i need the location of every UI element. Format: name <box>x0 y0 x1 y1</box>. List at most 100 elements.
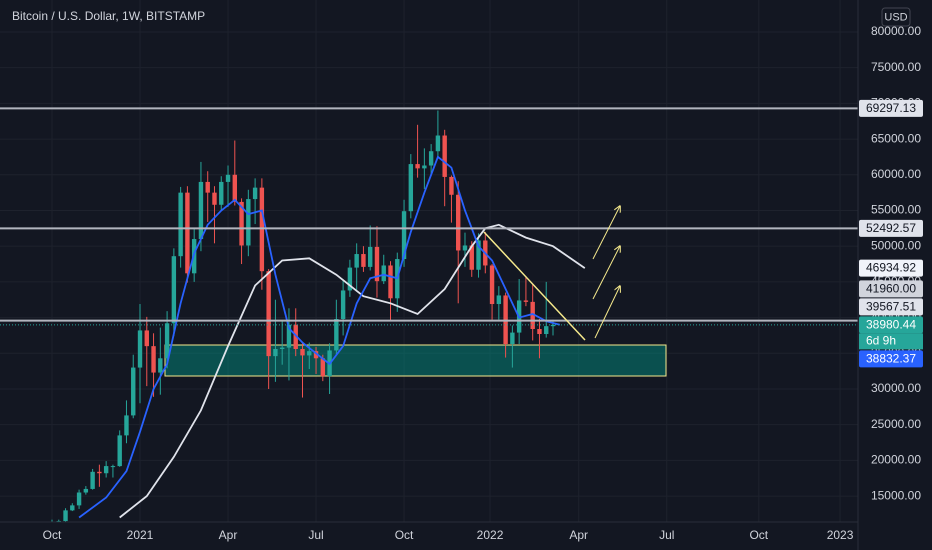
y-tick-label: 60000.00 <box>871 167 921 181</box>
price-label-bg <box>859 219 923 237</box>
price-label: 38980.44 <box>866 318 916 332</box>
y-tick-label: 20000.00 <box>871 453 921 467</box>
candle-body <box>435 135 441 152</box>
candle-body <box>266 271 271 357</box>
candle-body <box>537 329 542 335</box>
candle-body <box>273 348 278 357</box>
candle-body <box>476 240 481 270</box>
price-label: 69297.13 <box>866 101 916 115</box>
candle-body <box>124 415 129 436</box>
y-tick-label: 30000.00 <box>871 381 921 395</box>
candle-body <box>361 254 366 267</box>
price-label-bg <box>859 316 923 334</box>
candle-body <box>550 324 556 327</box>
x-tick-label: Jul <box>659 528 674 542</box>
candle-body <box>131 367 136 416</box>
candle-body <box>151 346 156 373</box>
candle-body <box>83 488 89 493</box>
candle-body <box>205 181 210 193</box>
arrow <box>592 206 620 260</box>
candle-body <box>70 505 75 511</box>
candle-body <box>374 246 380 282</box>
x-tick-label: Apr <box>569 528 588 542</box>
candle-body <box>76 492 82 506</box>
y-tick-label: 65000.00 <box>871 131 921 145</box>
candle-body <box>408 164 414 212</box>
moving-average <box>78 155 561 519</box>
countdown-bg <box>859 333 923 350</box>
trend-line <box>483 231 586 341</box>
candle-body <box>340 290 346 320</box>
time-axis <box>0 522 858 550</box>
candle-body <box>347 267 353 291</box>
candle-body <box>456 194 461 251</box>
candle-body <box>117 435 122 467</box>
x-tick-label: 2023 <box>827 528 854 542</box>
candle-body <box>246 199 251 246</box>
price-label-bg <box>859 259 923 277</box>
candle-body <box>90 471 95 489</box>
candle-body <box>320 358 326 377</box>
currency[interactable]: USD <box>884 11 907 23</box>
candle-body <box>178 192 183 257</box>
x-tick-label: Apr <box>219 528 238 542</box>
candle-body <box>442 135 447 177</box>
candle-body <box>428 151 434 166</box>
candle-body <box>422 165 427 169</box>
candle-body <box>300 348 305 356</box>
x-tick-label: Jul <box>308 528 323 542</box>
countdown: 6d 9h <box>866 334 896 348</box>
moving-average <box>119 223 586 519</box>
candle-body <box>110 466 116 468</box>
candle-body <box>252 187 258 200</box>
candle-body <box>158 358 163 373</box>
candle-body <box>259 187 265 272</box>
candle-body <box>381 265 386 282</box>
x-tick-label: 2022 <box>477 528 504 542</box>
chart-title: Bitcoin / U.S. Dollar, 1W, BITSTAMP <box>12 9 205 23</box>
arrow <box>592 246 620 300</box>
support-zone <box>164 344 667 377</box>
candle-body <box>401 211 407 260</box>
candle-body <box>462 245 468 251</box>
candle-body <box>219 181 224 205</box>
y-tick-label: 25000.00 <box>871 417 921 431</box>
candle-body <box>164 323 170 359</box>
currency-button[interactable] <box>881 7 911 27</box>
y-tick-label: 15000.00 <box>871 488 921 502</box>
candle-body <box>97 471 102 474</box>
x-tick-label: Oct <box>43 528 62 542</box>
arrow <box>594 286 620 339</box>
candle-body <box>212 192 217 205</box>
price-label-bg <box>859 298 923 316</box>
x-tick-label: 2021 <box>127 528 154 542</box>
price-label: 38832.37 <box>866 352 916 366</box>
candle-body <box>279 347 285 349</box>
candle-body <box>293 324 298 349</box>
candle-body <box>144 330 149 347</box>
y-tick-label: 75000.00 <box>871 60 921 74</box>
candle-body <box>510 332 515 345</box>
candle-body <box>63 510 68 522</box>
candle-body <box>103 466 109 474</box>
price-label: 41960.00 <box>866 282 916 296</box>
candle-body <box>307 351 312 356</box>
candle-body <box>232 174 237 202</box>
candle-body <box>496 295 502 305</box>
candle-body <box>334 319 339 351</box>
candle-body <box>198 181 204 240</box>
candle-body <box>415 164 420 169</box>
candle-body <box>489 265 495 305</box>
price-label: 46934.92 <box>866 261 916 275</box>
candle-body <box>449 176 454 195</box>
candle-body <box>313 351 319 359</box>
candle-body <box>185 192 190 274</box>
candle-body <box>523 300 529 302</box>
candle-body <box>354 254 359 268</box>
price-label-bg <box>859 99 923 117</box>
candle-body <box>544 326 549 335</box>
candle-body <box>286 324 292 348</box>
candle-body <box>171 256 177 324</box>
